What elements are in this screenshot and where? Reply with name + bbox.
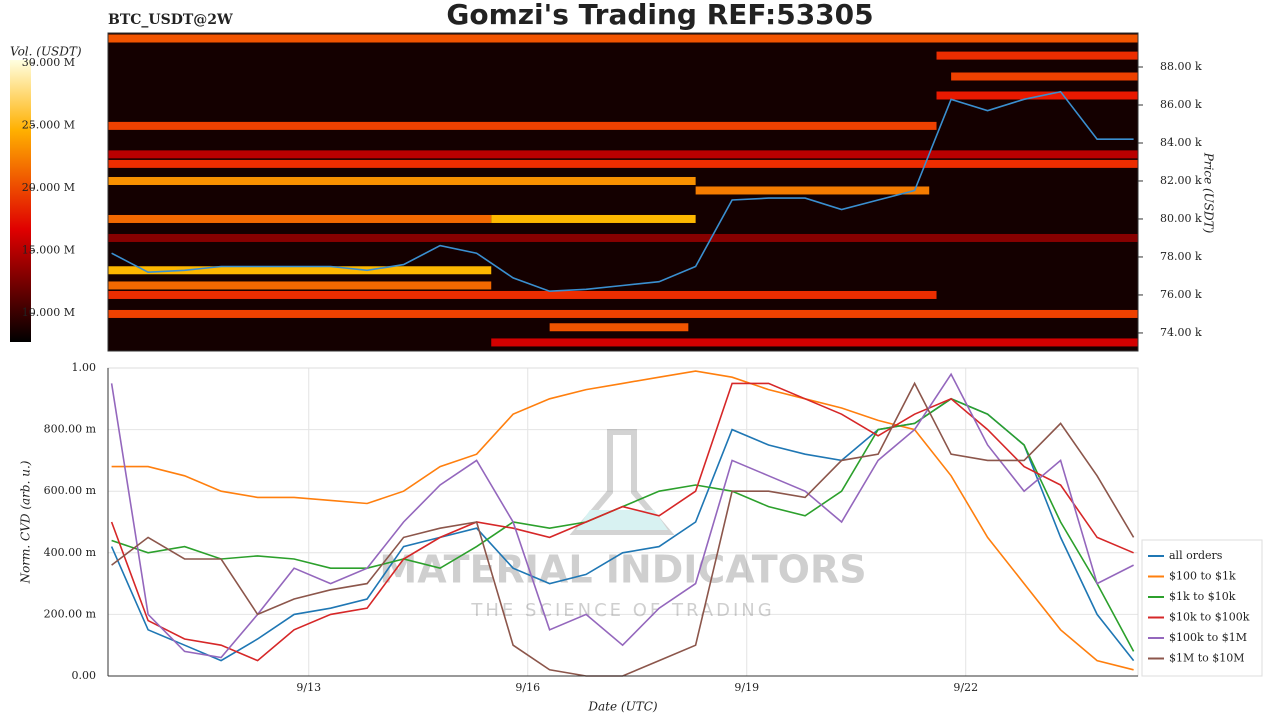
legend-label: $1M to $10M [1169, 652, 1245, 665]
watermark-text: MATERIAL INDICATORS [379, 548, 866, 592]
y-tick-label: 86.00 k [1160, 98, 1202, 111]
legend-label: $10k to $100k [1169, 611, 1250, 624]
legend-label: all orders [1169, 549, 1223, 562]
watermark-subtext: THE SCIENCE OF TRADING [470, 600, 774, 621]
y-tick-label: 88.00 k [1160, 60, 1202, 73]
liquidity-band [108, 266, 492, 275]
liquidity-band [108, 121, 937, 130]
colorbar [10, 60, 31, 342]
y-axis-label: Price (USDT) [1202, 152, 1216, 234]
y-tick-label: 1.00 [72, 361, 97, 374]
y-tick-label: 600.00 m [44, 484, 97, 497]
liquidity-band [108, 214, 492, 223]
liquidity-band [936, 91, 1138, 100]
colorbar-tick-label: 10.000 M [22, 306, 75, 319]
x-axis-label: Date (UTC) [587, 700, 657, 714]
legend-label: $1k to $10k [1169, 590, 1236, 603]
x-tick-label: 9/16 [515, 681, 540, 694]
liquidity-band [108, 290, 937, 299]
price-line [111, 90, 1134, 293]
y-tick-label: 200.00 m [44, 607, 97, 620]
x-tick-label: 9/22 [953, 681, 978, 694]
y-tick-label: 80.00 k [1160, 212, 1202, 225]
liquidity-band [108, 176, 696, 185]
legend-label: $100 to $1k [1169, 570, 1236, 583]
y-tick-label: 82.00 k [1160, 174, 1202, 187]
liquidity-band [491, 214, 696, 223]
liquidity-band [951, 72, 1138, 81]
liquidity-band [491, 338, 1138, 347]
colorbar-label: Vol. (USDT) [10, 45, 82, 59]
cvd-line [110, 382, 1134, 662]
colorbar-tick-label: 15.000 M [22, 244, 75, 257]
legend-label: $100k to $1M [1169, 631, 1247, 644]
subtitle: BTC_USDT@2W [108, 12, 233, 28]
plot-frame [107, 32, 1139, 352]
y-tick-label: 800.00 m [44, 423, 97, 436]
colorbar-tick-label: 25.000 M [22, 119, 75, 132]
heatmap-background [108, 33, 1138, 351]
liquidity-band [936, 51, 1138, 60]
legend-box [1141, 539, 1263, 677]
y-axis-label: Norm. CVD (arb. u.) [19, 460, 33, 584]
liquidity-band [695, 186, 930, 195]
y-tick-label: 78.00 k [1160, 250, 1202, 263]
liquidity-band [108, 150, 1138, 159]
liquidity-band [108, 34, 1138, 43]
liquidity-band [108, 233, 1138, 242]
y-tick-label: 0.00 [72, 669, 97, 682]
y-tick-label: 76.00 k [1160, 288, 1202, 301]
liquidity-band [549, 323, 689, 332]
y-tick-label: 74.00 k [1160, 326, 1202, 339]
x-tick-label: 9/19 [734, 681, 759, 694]
y-tick-label: 84.00 k [1160, 136, 1202, 149]
watermark: MATERIAL INDICATORS THE SCIENCE OF TRADI… [379, 429, 867, 621]
liquidity-band [108, 281, 492, 290]
colorbar-tick-label: 30.000 M [22, 56, 75, 69]
x-tick-label: 9/13 [296, 681, 321, 694]
legend: all orders $100 to $1k $1k to $10k $10k to … [1141, 539, 1263, 677]
cvd-line [110, 372, 1134, 659]
y-tick-label: 400.00 m [44, 546, 97, 559]
liquidity-band [108, 159, 1138, 168]
cvd-line [111, 370, 1134, 671]
title: Gomzi's Trading REF:53305 [446, 0, 873, 31]
colorbar-tick-label: 20.000 M [22, 181, 75, 194]
liquidity-band [108, 309, 1138, 318]
